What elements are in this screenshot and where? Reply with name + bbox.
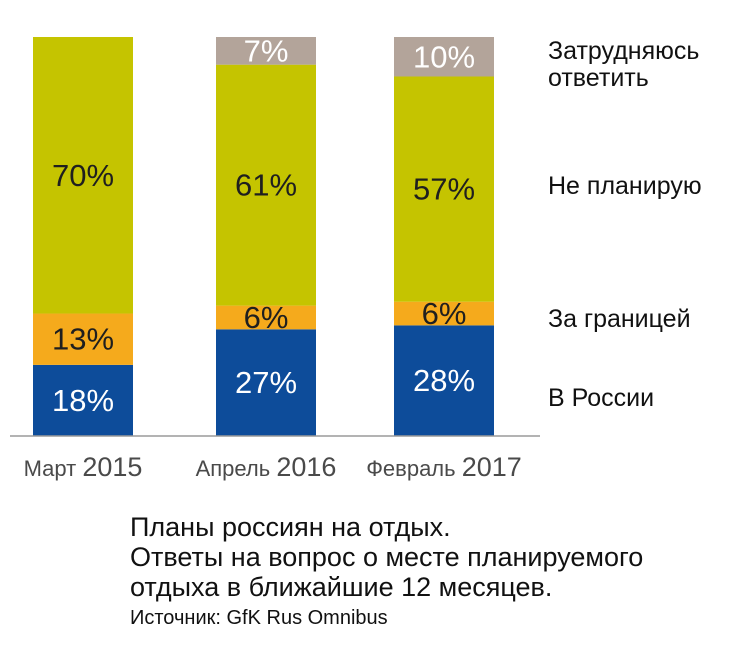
bar-segment bbox=[394, 301, 494, 326]
data-label: 61% bbox=[235, 168, 297, 203]
legend-entry: В России bbox=[548, 384, 654, 412]
x-tick-label: Февраль 2017 bbox=[366, 452, 522, 482]
bar-segment bbox=[394, 325, 494, 436]
bar-segment bbox=[394, 37, 494, 77]
caption-title-line: Планы россиян на отдых. bbox=[130, 512, 451, 542]
data-label: 13% bbox=[52, 322, 114, 357]
legend-entry: За границей bbox=[548, 305, 691, 333]
bar-segment bbox=[33, 313, 133, 365]
bar-segment bbox=[216, 37, 316, 65]
caption-title-line: отдыха в ближайшие 12 месяцев. bbox=[130, 572, 553, 602]
bar-segment bbox=[394, 76, 494, 302]
data-label: 18% bbox=[52, 383, 114, 418]
data-label: 6% bbox=[422, 296, 467, 331]
legend-entry: Не планирую bbox=[548, 172, 702, 200]
caption-title-line: Ответы на вопрос о месте планируемого bbox=[130, 542, 644, 572]
data-label: 10% bbox=[413, 39, 475, 74]
data-label: 7% bbox=[244, 33, 289, 68]
legend-entry: Затрудняюсь ответить bbox=[548, 37, 699, 92]
bar-segment bbox=[33, 37, 133, 314]
data-label: 28% bbox=[413, 363, 475, 398]
x-tick-label: Март 2015 bbox=[24, 452, 143, 482]
data-label: 6% bbox=[244, 300, 289, 335]
data-label: 70% bbox=[52, 158, 114, 193]
caption-source: Источник: GfK Rus Omnibus bbox=[130, 607, 388, 629]
stacked-bar-chart: 18% 13% 70% 27% 6% 61% 7% 28% 6% 57% 10% Март 2015 А… bbox=[10, 33, 702, 482]
bar-segment bbox=[33, 364, 133, 436]
bar-segment bbox=[216, 305, 316, 330]
caption-title: Планы россиян на отдых. Ответы на вопрос… bbox=[130, 512, 643, 602]
bar-segment bbox=[216, 64, 316, 306]
x-tick-label: Апрель 2016 bbox=[196, 452, 337, 482]
data-label: 57% bbox=[413, 172, 475, 207]
bar-segment bbox=[216, 329, 316, 436]
data-label: 27% bbox=[235, 365, 297, 400]
chart-caption: Планы россиян на отдых. Ответы на вопрос… bbox=[130, 512, 643, 630]
